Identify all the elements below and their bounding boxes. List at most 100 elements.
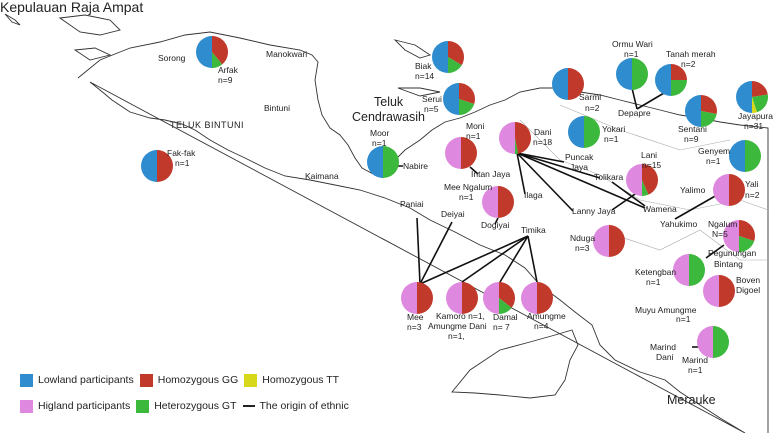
place-label: Jayapura	[738, 111, 773, 121]
pie-sarmi	[552, 68, 584, 100]
place-label: Lani	[641, 150, 657, 160]
place-label: Nabire	[403, 161, 428, 171]
gg-slice	[498, 186, 514, 218]
pie-yali	[713, 174, 745, 206]
lowland-slice	[443, 83, 459, 115]
origin-line	[705, 244, 725, 259]
gt-slice	[383, 146, 399, 178]
place-label: n=3	[575, 243, 590, 253]
place-label: Paniai	[400, 199, 424, 209]
place-label: n=9	[218, 75, 233, 85]
gt-slice	[701, 111, 717, 127]
place-label: n=4	[534, 321, 549, 331]
place-label: Timika	[521, 225, 546, 235]
place-label: n=5	[424, 104, 439, 114]
place-label: Jaya	[570, 162, 588, 172]
pie-moor	[367, 146, 399, 178]
highland-slice	[483, 282, 499, 314]
place-label: Damal	[493, 312, 518, 322]
place-label: n=1	[372, 138, 387, 148]
origin-line	[611, 181, 646, 207]
place-label: n=31	[744, 121, 763, 131]
gg-swatch	[139, 373, 153, 387]
place-label: Tanah merah	[666, 49, 716, 59]
legend: Lowland participants Homozygous GG Homoz…	[20, 367, 400, 419]
gt-slice	[632, 58, 648, 90]
lowland-slice	[616, 58, 632, 90]
gg-slice	[729, 174, 745, 206]
place-label: Wamena	[643, 204, 677, 214]
tt-slice	[752, 97, 757, 113]
place-label: Sentani	[678, 124, 707, 134]
place-label: Kepulauan Raja Ampat	[0, 0, 143, 15]
lowland-slice	[729, 140, 745, 172]
place-label: Biak	[415, 61, 432, 71]
origin-line	[516, 152, 574, 212]
gt-slice	[212, 52, 223, 68]
place-label: Teluk	[374, 95, 404, 109]
origin-line	[631, 87, 638, 110]
gt-swatch	[136, 399, 150, 413]
place-label: Yalimo	[680, 185, 706, 195]
place-label: n=2	[585, 103, 600, 113]
place-label: Lanny Jaya	[572, 206, 616, 216]
pie-charts	[141, 36, 769, 358]
gt-slice	[459, 99, 475, 115]
highland-slice	[499, 122, 515, 154]
legend-gg-label: Homozygous GG	[157, 374, 239, 386]
pie-kamoro-amungme-dani	[446, 282, 478, 314]
place-label: Mee Ngalum	[444, 182, 492, 192]
pie-arfak	[196, 36, 228, 68]
gg-slice	[752, 81, 768, 97]
legend-origin: The origin of ethnic	[242, 400, 349, 412]
place-label: N=5	[712, 229, 728, 239]
pie-tanah-merah	[655, 64, 687, 96]
origin-line	[516, 152, 565, 163]
highland-slice	[713, 174, 729, 206]
gg-slice	[609, 225, 625, 257]
place-label: Mee	[407, 312, 424, 322]
origin-line	[516, 152, 601, 179]
place-label: Pegunungan	[708, 248, 756, 258]
lowland-slice	[196, 36, 212, 68]
place-label: Sorong	[158, 53, 186, 63]
legend-lowland-label: Lowland participants	[38, 374, 134, 386]
pie-mee-ngalum	[482, 186, 514, 218]
ethnic-origin-lines	[385, 87, 725, 348]
place-label: Genyem	[698, 146, 730, 156]
place-label: Deiyai	[441, 209, 465, 219]
place-label: Marind	[650, 342, 676, 352]
lowland-slice	[736, 81, 752, 113]
place-label: Tolikara	[594, 172, 624, 182]
place-label: Serui	[422, 94, 442, 104]
place-label: Manokwari	[266, 49, 307, 59]
legend-gg: Homozygous GG	[139, 373, 239, 387]
highland-slice	[723, 220, 739, 252]
highland-slice	[521, 282, 537, 314]
place-label: Ormu Wari	[612, 39, 653, 49]
highland-slice	[446, 282, 462, 314]
place-label: Intan Jaya	[471, 169, 510, 179]
place-label: n=1	[646, 277, 661, 287]
legend-highland: Higland participants	[20, 399, 130, 413]
legend-origin-label: The origin of ethnic	[259, 400, 349, 412]
gg-slice	[537, 282, 553, 314]
gt-slice	[671, 80, 687, 96]
gt-slice	[745, 140, 761, 172]
origin-line	[674, 194, 718, 220]
place-label: Yokari	[602, 124, 625, 134]
place-label: n=18	[533, 137, 552, 147]
gt-slice	[515, 138, 518, 154]
pie-genyem	[729, 140, 761, 172]
gg-slice	[459, 83, 475, 104]
pie-ormu-wari	[616, 58, 648, 90]
place-label: Arfak	[218, 65, 239, 75]
pie-moni	[445, 137, 477, 169]
gg-slice	[461, 137, 477, 169]
place-label: n=2	[681, 59, 696, 69]
place-label: n=1	[175, 158, 190, 168]
legend-tt-label: Homozygous TT	[262, 374, 340, 386]
origin-line	[499, 235, 529, 283]
